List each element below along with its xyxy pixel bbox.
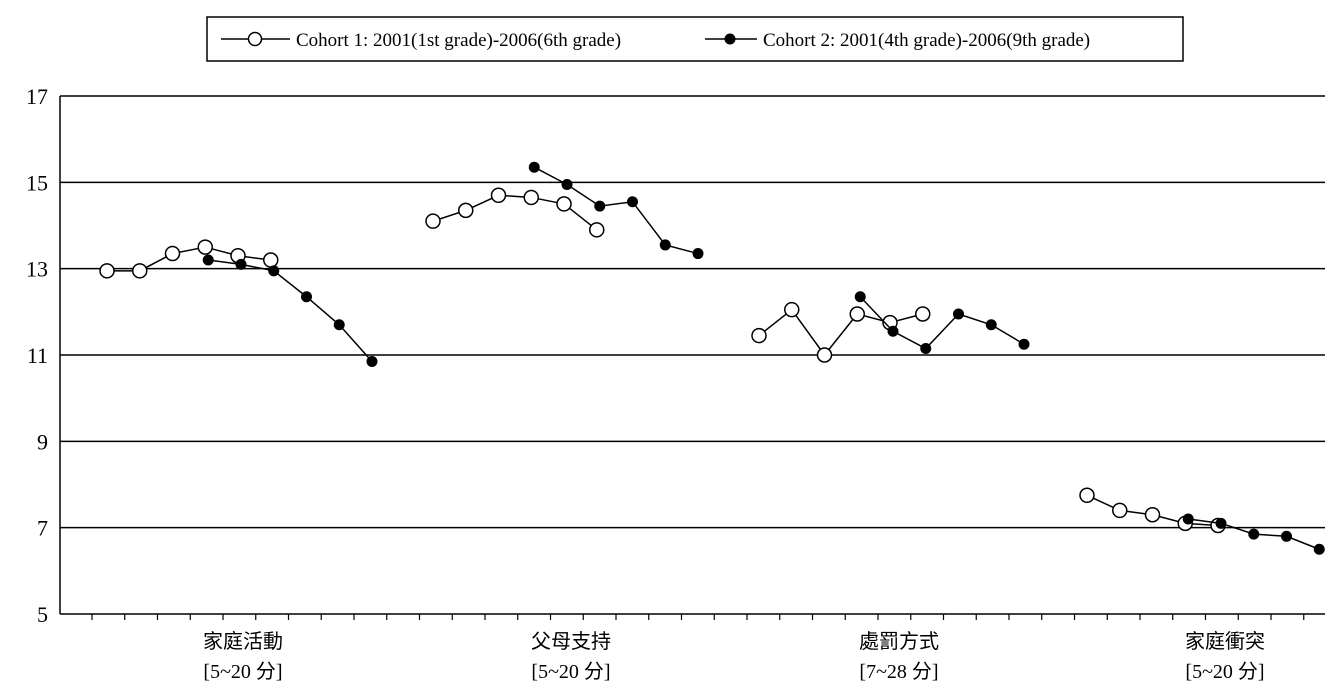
x-category-range: [5~20 分]	[1185, 660, 1264, 683]
series-2-point	[953, 308, 964, 320]
series-1-point	[816, 347, 833, 363]
series-1-point	[1112, 502, 1128, 519]
series-1-point	[915, 306, 931, 322]
legend-box	[206, 16, 1184, 62]
series-1-point	[1079, 487, 1095, 504]
x-category-range: [5~20 分]	[531, 660, 610, 683]
legend: Cohort 1: 2001(1st grade)-2006(6th grade…	[206, 16, 1184, 62]
series-1-point	[523, 189, 539, 206]
series-2-point	[887, 325, 899, 337]
series-2-point	[920, 343, 932, 355]
series-1-point	[263, 252, 279, 268]
y-tick-label-17: 17	[26, 84, 48, 109]
group-labels: 家庭活動 [5~20 分] 父母支持 [5~20 分] 處罰方式 [7~28 分] 家庭衝突…	[203, 630, 1265, 683]
x-category-label: 父母支持	[531, 630, 611, 653]
series-1-point	[425, 213, 441, 229]
legend-label-cohort2: Cohort 2: 2001(4th grade)-2006(9th grade…	[763, 30, 1090, 51]
series-2-point	[202, 254, 214, 266]
series-2-point	[692, 248, 704, 260]
legend-marker-open-circle	[247, 31, 263, 47]
y-tick-label-7: 7	[37, 516, 48, 541]
series-2-point	[366, 355, 378, 367]
series-2-point	[854, 291, 866, 303]
y-tick-label-11: 11	[27, 343, 48, 368]
series-2-point	[1281, 530, 1292, 542]
series-1-point	[490, 187, 507, 204]
x-category-label: 處罰方式	[859, 630, 939, 653]
series-2-point	[333, 319, 345, 331]
y-tick-label-15: 15	[26, 170, 48, 195]
series-2-line-group-3	[859, 296, 1025, 350]
series-1-point	[1144, 506, 1161, 523]
series-2-point	[985, 319, 997, 331]
series-layer	[99, 161, 1325, 555]
series-1-point	[99, 263, 115, 279]
y-tick-label-9: 9	[37, 429, 48, 454]
series-1-point	[849, 306, 865, 322]
series-1-line-group-2	[432, 194, 598, 231]
series-1-point	[164, 245, 181, 262]
series-2-point	[594, 200, 606, 212]
x-category-range: [5~20 分]	[203, 660, 282, 683]
series-2-point	[627, 196, 638, 208]
y-axis: 5 7 9 11 13 15 17	[26, 84, 48, 627]
series-2-line-group-2	[533, 166, 699, 255]
x-axis	[59, 96, 1325, 620]
series-1-point	[751, 327, 767, 344]
series-2-point	[301, 291, 312, 303]
x-category-range: [7~28 分]	[859, 660, 938, 683]
series-2-point	[1313, 543, 1325, 555]
x-category-label: 家庭活動	[203, 630, 283, 653]
series-2-point	[1182, 513, 1194, 525]
series-1-point	[197, 239, 213, 255]
series-2-point	[235, 258, 247, 270]
x-category-label: 家庭衝突	[1185, 630, 1265, 653]
series-2-point	[561, 178, 573, 190]
series-1-line-group-1	[107, 246, 271, 272]
y-tick-label-13: 13	[26, 257, 48, 282]
series-2-point	[659, 239, 671, 251]
series-1-point	[589, 222, 605, 238]
series-2-point	[1248, 528, 1260, 540]
series-1-point	[458, 202, 474, 219]
series-1-point	[556, 196, 572, 212]
grid	[60, 95, 1325, 529]
series-2-point	[1018, 338, 1030, 350]
series-1-point	[132, 263, 148, 279]
series-1-point	[784, 301, 800, 318]
series-2-line-group-1	[208, 259, 373, 362]
legend-marker-filled-circle	[724, 33, 736, 45]
y-tick-label-5: 5	[37, 602, 48, 627]
series-2-point	[1215, 517, 1227, 529]
legend-label-cohort1: Cohort 1: 2001(1st grade)-2006(6th grade…	[296, 30, 621, 51]
series-2-point	[528, 161, 540, 173]
series-2-point	[268, 265, 280, 277]
